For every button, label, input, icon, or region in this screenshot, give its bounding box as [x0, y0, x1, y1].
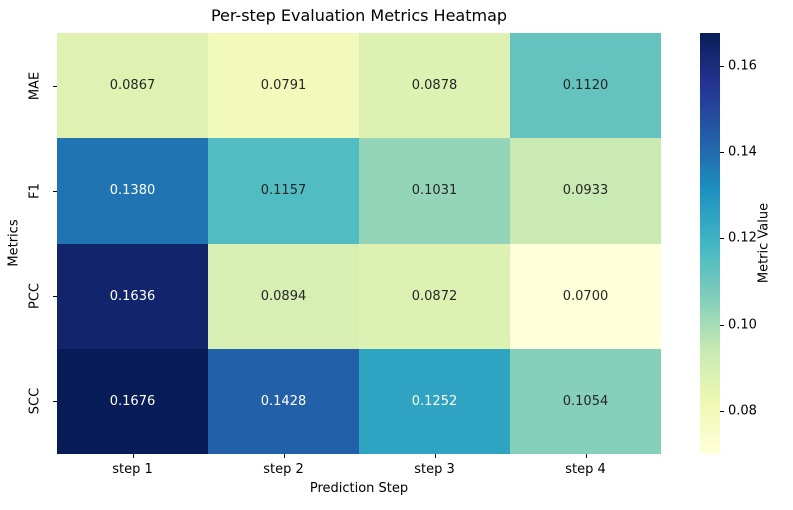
- heatmap-cell-MAE-step4: 0.1120: [510, 33, 661, 139]
- colorbar-tickmark: [720, 238, 724, 240]
- heatmap-cell-SCC-step4: 0.1054: [510, 348, 661, 454]
- heatmap-cell-F1-step4: 0.0933: [510, 138, 661, 244]
- x-tickmark: [283, 454, 285, 458]
- heatmap-grid: 0.0867 0.0791 0.0878 0.1120 0.1380 0.1157 0.10…: [57, 33, 661, 454]
- cell-annotation: 0.1120: [562, 78, 609, 94]
- colorbar: [700, 33, 720, 454]
- colorbar-tick-label: 0.08: [728, 403, 757, 419]
- cell-annotation: 0.0700: [562, 288, 609, 304]
- y-tick-label: PCC: [27, 283, 43, 310]
- y-tickmark: [53, 296, 57, 298]
- heatmap-cell-PCC-step3: 0.0872: [359, 243, 510, 349]
- cell-annotation: 0.1252: [411, 393, 458, 409]
- cell-annotation: 0.0791: [260, 78, 307, 94]
- x-tick-label: step 2: [263, 462, 304, 477]
- x-tick-label: step 1: [112, 462, 153, 477]
- heatmap-cell-PCC-step4: 0.0700: [510, 243, 661, 349]
- x-tickmark: [434, 454, 436, 458]
- y-axis-label-text: Metrics: [6, 219, 22, 267]
- heatmap-cell-MAE-step3: 0.0878: [359, 33, 510, 139]
- heatmap-cell-F1-step2: 0.1157: [208, 138, 359, 244]
- x-axis-label: Prediction Step: [309, 481, 409, 496]
- x-tick-label: step 4: [565, 462, 606, 477]
- y-tickmark: [53, 190, 57, 192]
- cell-annotation: 0.1157: [260, 183, 307, 199]
- cell-annotation: 0.0867: [109, 78, 156, 94]
- heatmap-cell-MAE-step2: 0.0791: [208, 33, 359, 139]
- colorbar-tickmark: [720, 410, 724, 412]
- colorbar-tickmark: [720, 65, 724, 67]
- cell-annotation: 0.1380: [109, 183, 156, 199]
- heatmap-cell-SCC-step1: 0.1676: [57, 348, 208, 454]
- heatmap-cell-PCC-step2: 0.0894: [208, 243, 359, 349]
- cell-annotation: 0.1676: [109, 393, 156, 409]
- chart-title: Per-step Evaluation Metrics Heatmap: [210, 6, 508, 25]
- cell-annotation: 0.1054: [562, 393, 609, 409]
- colorbar-tick-label: 0.10: [728, 317, 757, 333]
- y-tick-label: F1: [27, 183, 43, 199]
- cell-annotation: 0.1428: [260, 393, 307, 409]
- cell-annotation: 0.0872: [411, 288, 458, 304]
- cell-annotation: 0.0933: [562, 183, 609, 199]
- heatmap-cell-PCC-step1: 0.1636: [57, 243, 208, 349]
- y-tick-label: SCC: [27, 388, 43, 415]
- colorbar-tickmark: [720, 152, 724, 154]
- heatmap-cell-MAE-step1: 0.0867: [57, 33, 208, 139]
- x-tickmark: [585, 454, 587, 458]
- colorbar-tickmark: [720, 324, 724, 326]
- y-tickmark: [53, 85, 57, 87]
- colorbar-tick-label: 0.16: [728, 58, 757, 74]
- colorbar-label-text: Metric Value: [756, 202, 772, 284]
- heatmap-cell-F1-step1: 0.1380: [57, 138, 208, 244]
- heatmap-cell-F1-step3: 0.1031: [359, 138, 510, 244]
- cell-annotation: 0.0894: [260, 288, 307, 304]
- cell-annotation: 0.0878: [411, 78, 458, 94]
- colorbar-tick-label: 0.12: [728, 230, 757, 246]
- cell-annotation: 0.1031: [411, 183, 458, 199]
- y-tick-label: MAE: [27, 71, 43, 100]
- heatmap-cell-SCC-step3: 0.1252: [359, 348, 510, 454]
- x-tick-label: step 3: [414, 462, 455, 477]
- cell-annotation: 0.1636: [109, 288, 156, 304]
- heatmap-cell-SCC-step2: 0.1428: [208, 348, 359, 454]
- x-tickmark: [132, 454, 134, 458]
- colorbar-tick-label: 0.14: [728, 144, 757, 160]
- y-tickmark: [53, 401, 57, 403]
